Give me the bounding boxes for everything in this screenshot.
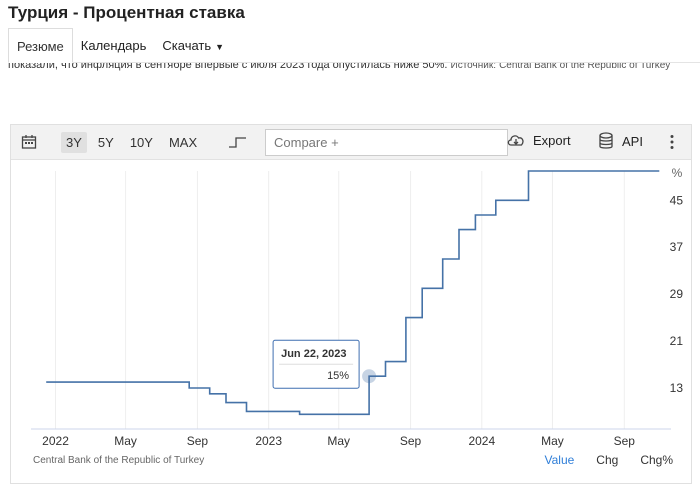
chart-panel: 3Y 5Y 10Y MAX Compare + Export API 2022 M… — [10, 124, 692, 484]
y-tick-label: 37 — [670, 240, 684, 254]
chart-toolbar: 3Y 5Y 10Y MAX Compare + Export API — [11, 125, 691, 160]
x-tick-label: May — [327, 434, 350, 448]
x-tick-label: May — [114, 434, 137, 448]
compare-input[interactable]: Compare + — [265, 129, 508, 156]
api-label: API — [622, 133, 643, 149]
page-tabs: Резюме Календарь Скачать ▼ — [8, 27, 700, 63]
export-label: Export — [533, 132, 571, 148]
tab-chg-pct[interactable]: Chg% — [640, 453, 673, 467]
x-tick-label: Sep — [400, 434, 422, 448]
x-axis-ticks: 2022 May Sep 2023 May Sep 2024 May Sep — [42, 434, 635, 448]
y-tick-label: 45 — [670, 193, 684, 207]
value-mode-tabs: Value Chg Chg% — [544, 453, 673, 467]
step-line-icon[interactable] — [228, 132, 248, 152]
api-button[interactable]: API — [598, 132, 643, 150]
x-tick-label: Sep — [187, 434, 209, 448]
x-tick-label: 2022 — [42, 434, 69, 448]
vertical-grid — [55, 171, 625, 429]
chart-source: Central Bank of the Republic of Turkey — [33, 455, 205, 466]
more-options-icon[interactable] — [669, 134, 675, 155]
tab-chg[interactable]: Chg — [596, 453, 619, 467]
x-tick-label: 2024 — [468, 434, 495, 448]
tooltip-date: Jun 22, 2023 — [281, 348, 346, 360]
tab-calendar[interactable]: Календарь — [80, 37, 147, 53]
tab-download-label: Скачать — [162, 37, 212, 53]
tab-value[interactable]: Value — [544, 453, 575, 467]
range-10y-button[interactable]: 10Y — [129, 134, 153, 150]
calendar-icon[interactable] — [19, 132, 39, 152]
title-bar: Турция - Процентная ставка — [0, 0, 700, 28]
range-5y-button[interactable]: 5Y — [97, 134, 114, 150]
tab-summary[interactable]: Резюме — [8, 27, 73, 63]
interest-rate-chart[interactable]: 2022 May Sep 2023 May Sep 2024 May Sep 13 21 29 37 4… — [11, 161, 691, 461]
caret-down-icon: ▼ — [215, 41, 225, 52]
x-tick-label: 2023 — [255, 434, 282, 448]
range-max-button[interactable]: MAX — [168, 134, 198, 150]
chart-tooltip: Jun 22, 2023 15% — [272, 339, 360, 389]
export-button[interactable]: Export — [506, 132, 571, 148]
hover-point — [362, 369, 377, 384]
page-title: Турция - Процентная ставка — [8, 3, 245, 22]
source-name: Central Bank of the Republic of Turkey — [499, 60, 671, 71]
y-tick-label: 13 — [670, 381, 684, 395]
range-3y-button[interactable]: 3Y — [61, 131, 87, 153]
x-tick-label: May — [541, 434, 564, 448]
y-tick-label: 21 — [670, 334, 684, 348]
tab-download[interactable]: Скачать ▼ — [154, 28, 232, 63]
series-line — [46, 170, 660, 416]
y-tick-label: 29 — [670, 287, 684, 301]
database-icon — [599, 132, 613, 149]
y-axis-ticks: 13 21 29 37 45 — [670, 193, 684, 395]
y-axis-unit: % — [672, 166, 683, 180]
tooltip-value: 15% — [327, 370, 349, 382]
x-tick-label: Sep — [614, 434, 636, 448]
cloud-download-icon — [507, 135, 524, 146]
source-prefix: Источник: — [450, 60, 496, 71]
